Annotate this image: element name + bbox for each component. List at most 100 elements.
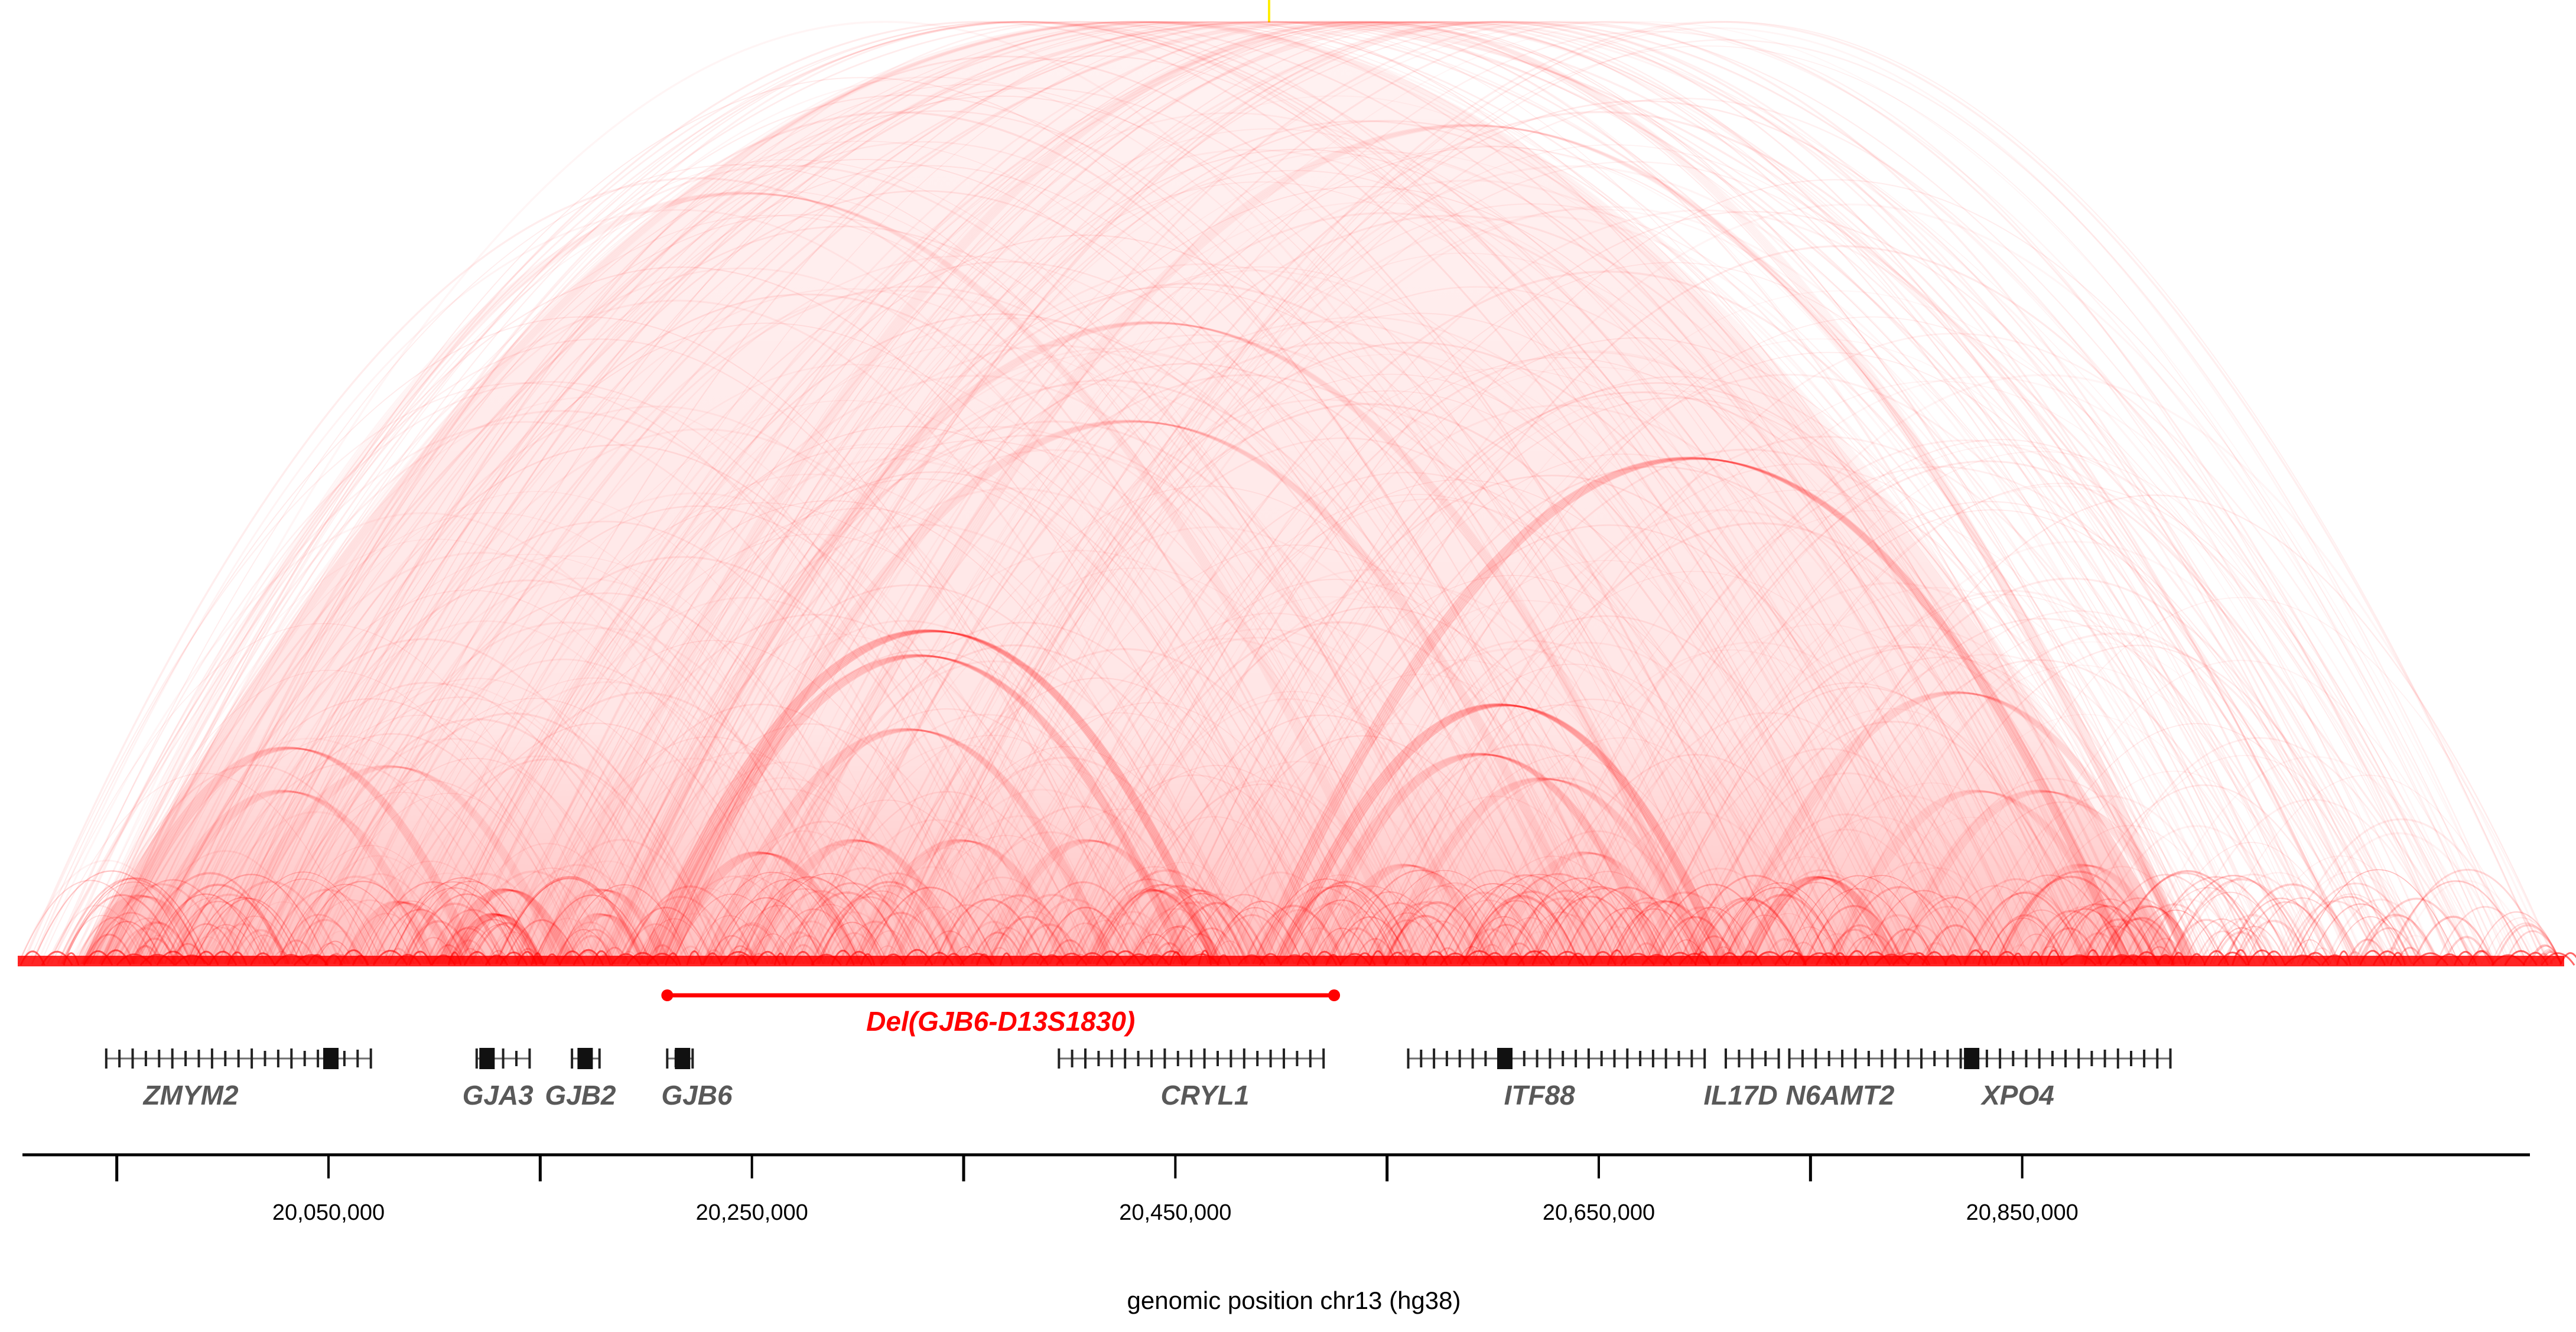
background-arc — [1031, 774, 1357, 965]
short-range-arc — [2442, 936, 2491, 965]
background-arc — [1370, 463, 2230, 965]
baseline-bump — [1439, 952, 1471, 966]
gene-exon — [1071, 1050, 1074, 1067]
short-range-arc — [2122, 903, 2227, 965]
short-range-arc — [57, 878, 206, 965]
short-range-arc — [1270, 885, 1406, 965]
background-arc — [909, 144, 2317, 965]
short-range-arc — [1783, 875, 1936, 965]
background-arc — [532, 21, 2483, 965]
baseline-bump — [307, 954, 328, 966]
background-arc — [620, 21, 2386, 965]
interaction-arc — [598, 321, 1702, 965]
gene-itf88: ITF88 — [1407, 1048, 1706, 1110]
short-range-arc — [83, 933, 135, 965]
short-range-arc — [145, 893, 266, 965]
background-arc — [230, 294, 1382, 965]
interaction-arc — [444, 889, 573, 965]
short-range-arc — [1995, 909, 2089, 965]
background-arc — [838, 399, 1809, 965]
short-range-arc — [2346, 939, 2390, 965]
interaction-arc — [457, 914, 543, 965]
short-range-arc — [992, 894, 1113, 965]
baseline-bump — [2559, 952, 2576, 966]
interaction-arc — [1897, 790, 2194, 965]
background-arc — [547, 21, 2474, 965]
background-arc — [284, 21, 2246, 965]
interaction-arc — [852, 839, 1067, 965]
short-range-arc — [277, 884, 415, 965]
gene-exon — [1841, 1050, 1844, 1067]
short-range-arc — [1885, 924, 1954, 965]
background-arc — [1055, 209, 2351, 965]
short-range-arc — [1363, 912, 1453, 965]
interaction-arc — [1746, 877, 1897, 965]
interaction-arc — [2000, 864, 2171, 965]
baseline-bump — [2412, 952, 2449, 966]
baseline-bump — [2372, 950, 2402, 966]
background-arc — [1722, 653, 2256, 965]
short-range-arc — [1384, 901, 1492, 965]
background-arc — [1250, 640, 1807, 965]
gene-exon — [1484, 1051, 1487, 1066]
baseline-bump — [193, 950, 219, 966]
background-arc — [635, 788, 938, 965]
background-arc — [301, 793, 596, 965]
short-range-arc — [1209, 914, 1295, 965]
background-arc — [1335, 743, 1715, 965]
gene-coding-block — [675, 1048, 691, 1069]
short-range-arc — [739, 888, 870, 965]
short-range-arc — [229, 878, 377, 965]
baseline-bump — [1874, 953, 1910, 966]
interaction-arc — [607, 323, 1709, 965]
baseline-bump — [1550, 950, 1585, 966]
background-arc — [1039, 357, 2082, 965]
background-arc — [1642, 643, 2194, 965]
genomic-axis: 20,050,000 20,250,000 20,450,000 20,650,000… — [22, 1153, 2530, 1225]
baseline-bump — [2246, 949, 2278, 966]
gene-exon — [1777, 1048, 1780, 1069]
background-arc — [17, 859, 197, 965]
background-arc — [414, 21, 2382, 965]
background-arc — [386, 21, 2491, 965]
background-arc — [894, 286, 2058, 965]
short-range-arc — [1592, 897, 1707, 965]
background-arc — [47, 21, 2022, 965]
axis-tick-label: 20,650,000 — [1543, 1200, 1655, 1225]
short-range-arc — [2102, 917, 2183, 965]
short-range-arc — [119, 921, 193, 965]
baseline-bump — [447, 952, 462, 966]
short-range-arc — [1690, 897, 1806, 965]
baseline-bump — [1663, 952, 1697, 966]
background-arc — [84, 410, 1037, 965]
interaction-arc — [653, 654, 1185, 965]
short-range-arc — [2386, 868, 2550, 965]
short-range-arc — [275, 914, 362, 965]
interaction-arc — [553, 913, 642, 965]
interaction-arc — [452, 913, 539, 965]
interaction-arc — [130, 789, 430, 965]
background-arc — [248, 21, 2424, 965]
gene-exon — [144, 1051, 147, 1066]
background-arc — [730, 621, 1318, 965]
background-arc — [496, 21, 2146, 965]
baseline-bump — [720, 951, 757, 966]
short-range-arc — [63, 881, 205, 965]
interaction-arc — [562, 914, 649, 965]
interaction-arc — [1729, 692, 2196, 965]
short-range-arc — [2107, 870, 2269, 965]
gene-exon — [1600, 1051, 1603, 1066]
baseline-bump — [1504, 952, 1525, 966]
background-arc — [892, 21, 2545, 965]
short-range-arc — [2288, 939, 2331, 965]
short-range-arc — [2097, 905, 2199, 965]
short-range-arc — [2290, 893, 2412, 965]
short-range-arc — [485, 932, 541, 965]
gene-exon — [369, 1048, 372, 1069]
background-arc — [727, 708, 1167, 965]
baseline-bump — [1977, 950, 1994, 966]
background-arc — [1081, 404, 2043, 965]
gene-exon — [1854, 1048, 1857, 1069]
baseline-bump — [116, 953, 152, 966]
interaction-arc — [663, 420, 1598, 965]
